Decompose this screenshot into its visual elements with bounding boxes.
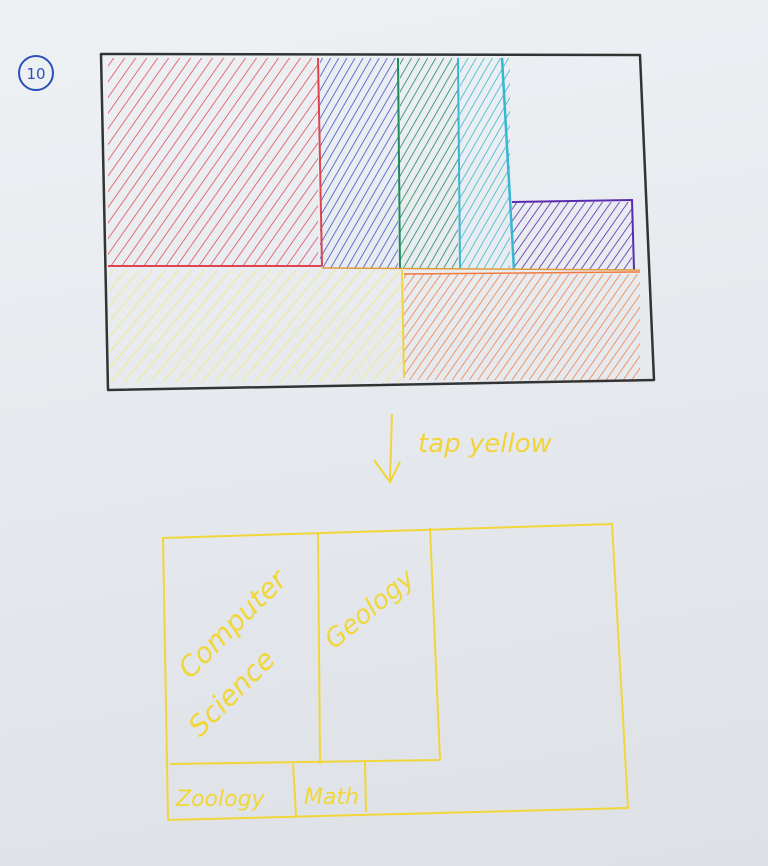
divider-geology-empty <box>429 527 441 761</box>
down-arrow-head <box>373 459 401 484</box>
divider-yellow <box>401 269 405 379</box>
tile-math[interactable]: Math <box>304 785 359 810</box>
down-arrow-shaft <box>389 413 393 481</box>
divider-zoology-math <box>292 763 297 817</box>
bottom-treemap-frame <box>161 522 630 822</box>
tile-zoology[interactable]: Zoology <box>175 787 266 812</box>
page-number: 10 <box>26 65 45 83</box>
tile-purple[interactable] <box>512 202 632 270</box>
divider-green <box>397 57 401 269</box>
divider-math-end <box>364 761 367 813</box>
page-number-badge: 10 <box>18 55 54 91</box>
tile-blue[interactable] <box>320 58 398 268</box>
divider-mid <box>321 267 641 271</box>
bottom-treemap: Computer Science Geology Zoology Math <box>161 522 630 822</box>
label-zoology: Zoology <box>175 787 266 812</box>
tile-yellow[interactable] <box>110 270 402 382</box>
tile-red[interactable] <box>108 58 318 266</box>
tile-orange[interactable] <box>404 274 640 380</box>
divider-purple <box>511 198 635 271</box>
divider-bottom-row <box>169 759 441 765</box>
transition-annotation: tap yellow <box>373 413 553 484</box>
tile-cyan[interactable] <box>460 58 510 268</box>
label-geology: Geology <box>319 563 421 655</box>
tile-green[interactable] <box>400 58 458 268</box>
tile-computer-science[interactable]: Computer Science <box>172 562 295 743</box>
label-math: Math <box>304 785 359 810</box>
divider-orange <box>403 271 641 275</box>
divider-red <box>317 57 323 267</box>
tile-geology[interactable]: Geology <box>319 563 421 655</box>
top-treemap-frame <box>99 52 656 392</box>
divider-cs-geology <box>317 531 321 765</box>
page-number-circle <box>18 55 54 91</box>
top-treemap <box>99 52 656 392</box>
tap-yellow-label: tap yellow <box>418 429 553 459</box>
divider-cyan-left <box>457 57 461 269</box>
divider-cyan <box>500 57 516 271</box>
